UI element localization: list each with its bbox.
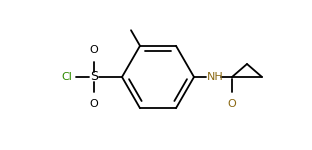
Text: O: O (90, 45, 98, 55)
Text: NH: NH (207, 72, 224, 82)
Text: Cl: Cl (61, 72, 72, 82)
Text: S: S (90, 70, 98, 84)
Text: O: O (90, 99, 98, 109)
Text: O: O (228, 99, 236, 109)
